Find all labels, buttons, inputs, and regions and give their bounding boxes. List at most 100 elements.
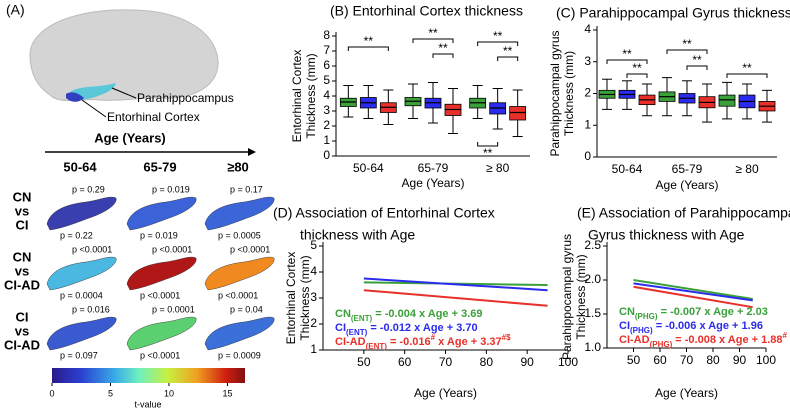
- equation: CI-AD(PHG) = -0.008 x Age + 1.88#: [619, 331, 788, 349]
- significance-bracket: [626, 73, 648, 78]
- p-value: p <0.0001: [72, 244, 112, 254]
- y-tick-label: 7: [323, 43, 330, 57]
- significance-label: **: [428, 26, 438, 40]
- colorbar-tick-label: 15: [222, 388, 232, 398]
- equation-part: x Age + 3.37: [435, 336, 502, 348]
- significance-bracket: [666, 49, 708, 54]
- p-value: p = 0.22: [60, 230, 93, 240]
- row-label: vs: [15, 263, 29, 278]
- x-tick-label: 100: [756, 353, 776, 367]
- equation-part: = -0.007 x Age + 2.03: [658, 306, 768, 318]
- region-map: [126, 196, 197, 231]
- y-tick-label: 8: [323, 28, 330, 42]
- y-tick-label: 1.5: [584, 306, 601, 320]
- region-map: [126, 316, 197, 351]
- y-axis-label: Parahippocampal gyrus: [560, 234, 574, 360]
- x-tick-label: 65-79: [418, 161, 449, 175]
- significance-label: **: [742, 61, 752, 75]
- significance-label: **: [622, 47, 632, 61]
- y-tick-label: 2: [584, 86, 591, 100]
- p-value: p = 0.016: [72, 304, 110, 314]
- column-header: 65-79: [143, 159, 176, 174]
- p-value: p = 0.04: [230, 304, 263, 314]
- brain: [29, 9, 219, 101]
- regression-line: [363, 277, 548, 292]
- y-tick-label: 2: [323, 118, 330, 132]
- p-value: p = 0.0009: [218, 350, 261, 360]
- significance-bracket: [497, 56, 519, 61]
- row-label: CN: [13, 249, 32, 264]
- y-tick-label: 0: [323, 148, 330, 162]
- p-value: p = 0.019: [140, 230, 178, 240]
- y-axis-label: Parahippocampal gyrus: [548, 30, 562, 156]
- region-map: [46, 316, 117, 351]
- chart-title: Gyrus thickness with Age: [588, 227, 745, 243]
- colorbar-tick-label: 0: [49, 388, 54, 398]
- region-map: [46, 256, 117, 291]
- panel-a: (A) Parahippocampus Entorhinal Cortex Ag…: [6, 2, 256, 383]
- x-tick-label: 50-64: [612, 162, 643, 176]
- region-map: [126, 256, 197, 291]
- column-header: ≥80: [227, 159, 249, 174]
- p-value: p <0.0001: [218, 290, 258, 300]
- colorbar-tick-label: 10: [164, 388, 174, 398]
- equation: CI(ENT) = -0.012 x Age + 3.70: [335, 322, 478, 337]
- significance-label: **: [364, 34, 374, 48]
- y-axis-label: Thickness (mm): [574, 254, 588, 339]
- x-axis-label: Age (Years): [402, 176, 465, 190]
- equation: CI-AD(ENT) = -0.016# x Age + 3.37#$: [335, 333, 511, 351]
- equation-part: (PHG): [650, 340, 673, 349]
- y-tick-label: 2.0: [584, 272, 601, 286]
- p-value: p = 0.0001: [152, 304, 195, 314]
- x-tick-label: 70: [680, 353, 694, 367]
- p-value: p <0.0001: [140, 350, 180, 360]
- region-map: [204, 196, 275, 231]
- significance-label: **: [632, 61, 642, 75]
- equation-part: (ENT): [351, 314, 373, 323]
- equation-part: CI: [335, 322, 346, 334]
- equation: CN(ENT) = -0.004 x Age + 3.69: [335, 308, 483, 323]
- x-tick-label: 100: [558, 355, 578, 369]
- chart-title: (C) Parahippocampal Gyrus thickness: [556, 5, 790, 21]
- y-tick-label: 3: [310, 290, 317, 304]
- y-tick-label: 2.5: [584, 238, 601, 252]
- significance-label: **: [692, 53, 702, 67]
- parahippocampus-shape: [70, 83, 116, 100]
- equation-part: = -0.016: [387, 336, 431, 348]
- x-tick-label: ≥ 80: [735, 162, 759, 176]
- significance-bracket: [347, 46, 389, 51]
- x-tick-label: 50: [627, 353, 641, 367]
- equation-part: CN: [335, 308, 351, 320]
- equation: CN(PHG) = -0.007 x Age + 2.03: [619, 306, 768, 321]
- column-header: 50-64: [63, 159, 97, 174]
- equation: CI(PHG) = -0.006 x Age + 1.96: [619, 320, 763, 335]
- p-value: p <0.0001: [140, 290, 180, 300]
- significance-label: **: [682, 37, 692, 51]
- significance-bracket: [606, 59, 648, 64]
- y-tick-label: 6: [323, 58, 330, 72]
- significance-bracket: [477, 41, 519, 46]
- chart-title: (B) Entorhinal Cortex thickness: [330, 3, 523, 19]
- region-label: Entorhinal Cortex: [107, 110, 200, 124]
- equation-part: (PHG): [635, 312, 658, 321]
- equation-part: (PHG): [630, 326, 653, 335]
- y-tick-label: 4: [584, 22, 591, 36]
- equation-part: CN: [619, 306, 635, 318]
- row-label: CI: [16, 309, 29, 324]
- x-tick-label: ≥ 80: [486, 161, 510, 175]
- equation-part: #: [783, 331, 788, 340]
- significance-label: **: [503, 44, 513, 58]
- x-tick-label: 60: [398, 355, 412, 369]
- p-value: p = 0.0004: [60, 290, 103, 300]
- row-label: vs: [15, 323, 29, 338]
- significance-label: **: [438, 41, 448, 55]
- x-tick-label: 70: [439, 355, 453, 369]
- equation-part: = -0.012 x Age + 3.70: [367, 322, 477, 334]
- y-tick-label: 1.0: [584, 340, 601, 354]
- x-tick-label: 80: [480, 355, 494, 369]
- box: [718, 94, 736, 107]
- equation-part: #: [431, 333, 436, 342]
- p-value: p = 0.097: [60, 350, 98, 360]
- significance-label: **: [493, 29, 503, 43]
